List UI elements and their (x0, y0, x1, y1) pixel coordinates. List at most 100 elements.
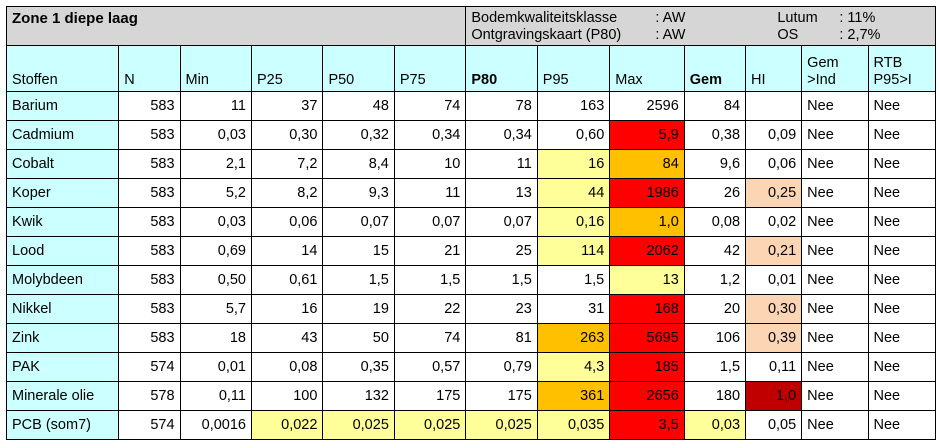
table-cell: 31 (536, 294, 611, 324)
table-cell: 168 (609, 294, 685, 324)
table-cell: 84 (683, 91, 747, 121)
table-cell: Nee (801, 149, 869, 179)
table-cell: 23 (465, 294, 538, 324)
table-cell: 0,30 (250, 120, 324, 150)
table-cell: 2,1 (179, 149, 252, 179)
table-cell: 175 (465, 381, 538, 411)
table-cell: 16 (536, 149, 611, 179)
table-cell: 0,35 (322, 352, 395, 382)
table-cell: 175 (393, 381, 467, 411)
column-header: Gem >Ind (801, 45, 869, 92)
table-cell: 7,2 (250, 149, 324, 179)
table-cell: 0,57 (393, 352, 467, 382)
table-cell: 1,2 (683, 265, 747, 295)
substance-name: Cadmium (5, 120, 120, 150)
substance-name: Minerale olie (5, 381, 120, 411)
table-cell: 1,5 (393, 265, 467, 295)
table-cell: 25 (465, 236, 538, 266)
table-cell: 0,69 (179, 236, 252, 266)
table-cell: 0,39 (745, 323, 803, 353)
table-cell: 0,05 (745, 410, 803, 440)
table-cell: 583 (118, 91, 181, 121)
table-cell: 37 (250, 91, 324, 121)
table-cell: Nee (801, 381, 869, 411)
table-cell: Nee (801, 265, 869, 295)
table-cell: 74 (393, 91, 467, 121)
table-cell: 3,5 (609, 410, 685, 440)
table-cell: 0,11 (745, 352, 803, 382)
table-cell: 42 (683, 236, 747, 266)
table-cell: 4,3 (536, 352, 611, 382)
substance-name: Nikkel (5, 294, 120, 324)
table-cell: 0,32 (322, 120, 395, 150)
table-row: Cobalt 583 2,1 7,2 8,4 10 11 16 84 9,6 0,06 Nee Nee (5, 149, 937, 179)
table-cell: Nee (867, 352, 937, 382)
table-row: Barium 583 11 37 48 74 78 163 2596 84 Nee Nee (5, 91, 937, 121)
table-cell: 578 (118, 381, 181, 411)
table-cell: 1986 (609, 178, 685, 208)
table-cell: 0,11 (179, 381, 252, 411)
table-cell: 185 (609, 352, 685, 382)
lutum-label: Lutum (777, 10, 818, 26)
column-header: N (118, 45, 181, 92)
kaart-label: Ontgravingskaart (P80) (471, 27, 622, 43)
column-header: P75 (393, 45, 467, 92)
table-cell: 5,9 (609, 120, 685, 150)
lutum-value: : 11% (839, 10, 876, 26)
table-row: Koper 583 5,2 8,2 9,3 11 13 44 1986 26 0,25 Nee Nee (5, 178, 937, 208)
column-header: P95 (536, 45, 611, 92)
table-cell: 1,0 (609, 207, 685, 237)
substance-name: Cobalt (5, 149, 120, 179)
column-header: Stoffen (5, 45, 120, 92)
table-row: Minerale olie 578 0,11 100 132 175 175 361 2656 1… (5, 381, 937, 411)
substance-name: PCB (som7) (5, 410, 120, 440)
table-cell: 22 (393, 294, 467, 324)
table-cell: 132 (322, 381, 395, 411)
klasse-value: : AW (655, 10, 686, 26)
table-cell: 10 (393, 149, 467, 179)
table-cell: 43 (250, 323, 324, 353)
table-cell: 0,16 (536, 207, 611, 237)
table-cell: 0,38 (683, 120, 747, 150)
table-cell: 106 (683, 323, 747, 353)
table-cell: 0,025 (393, 410, 467, 440)
column-header: Gem (683, 45, 747, 92)
substance-name: Zink (5, 323, 120, 353)
table-cell: 15 (322, 236, 395, 266)
table-cell: 5,2 (179, 178, 252, 208)
table-cell: Nee (867, 265, 937, 295)
table-cell: 5695 (609, 323, 685, 353)
table-cell: Nee (867, 91, 937, 121)
table-cell: 2656 (609, 381, 685, 411)
substance-name: Koper (5, 178, 120, 208)
table-cell: 0,50 (179, 265, 252, 295)
table-cell: 81 (465, 323, 538, 353)
table-cell: 26 (683, 178, 747, 208)
table-cell: 50 (322, 323, 395, 353)
table-cell: 0,30 (745, 294, 803, 324)
table-cell: 14 (250, 236, 324, 266)
table-cell: 11 (179, 91, 252, 121)
table-cell: 1,0 (745, 381, 803, 411)
table-cell: 2062 (609, 236, 685, 266)
table-cell: Nee (801, 294, 869, 324)
table-cell: 11 (393, 178, 467, 208)
column-header: P50 (322, 45, 395, 92)
table-cell: 13 (609, 265, 685, 295)
table-cell: 2596 (609, 91, 685, 121)
table-cell: 163 (536, 91, 611, 121)
zone-info: Bodemkwaliteitsklasse: AW Lutum: 11% Ontg… (465, 6, 936, 46)
substance-name: Kwik (5, 207, 120, 237)
table-cell: 0,34 (393, 120, 467, 150)
table-cell: Nee (801, 410, 869, 440)
table-cell: 583 (118, 149, 181, 179)
table-row: Kwik 583 0,03 0,06 0,07 0,07 0,07 0,16 1,0 0,08 0,… (5, 207, 937, 237)
table-cell: 9,6 (683, 149, 747, 179)
table-cell: Nee (867, 178, 937, 208)
table-cell: 0,09 (745, 120, 803, 150)
table-cell: 8,4 (322, 149, 395, 179)
table-cell: 1,5 (536, 265, 611, 295)
column-header: P80 (465, 45, 538, 92)
table-cell: 84 (609, 149, 685, 179)
table-cell: 0,035 (536, 410, 611, 440)
